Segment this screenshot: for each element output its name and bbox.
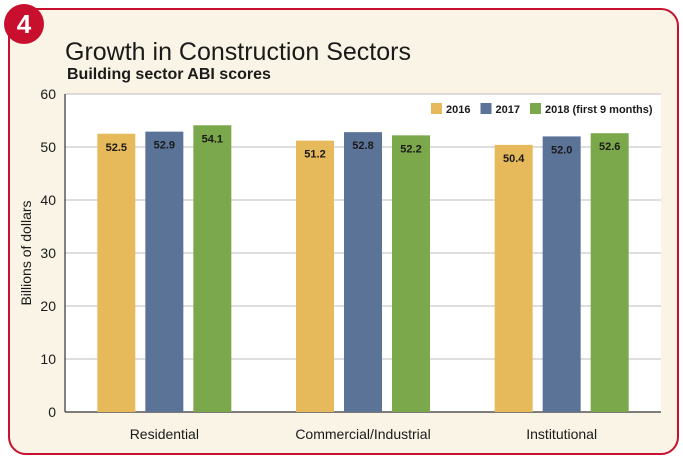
legend-swatch: [480, 103, 492, 114]
bar-data-label: 52.6: [599, 141, 620, 153]
chart-title: Growth in Construction Sectors: [65, 38, 411, 66]
bar-data-label: 51.2: [304, 149, 325, 161]
legend-swatch: [431, 103, 442, 114]
legend-label: 2018 (first 9 months): [545, 104, 653, 116]
bar: [145, 131, 184, 412]
bar: [97, 133, 136, 412]
legend-label: 2017: [495, 104, 519, 116]
y-tick-label: 20: [40, 298, 56, 314]
bar: [193, 125, 232, 413]
y-tick-label: 50: [40, 139, 56, 155]
y-tick-label: 40: [40, 192, 56, 208]
bar-data-label: 52.8: [352, 140, 373, 152]
bar: [542, 136, 581, 412]
figure-number-badge: 4: [4, 4, 44, 44]
legend-label: 2016: [446, 104, 470, 116]
y-tick-label: 60: [40, 86, 56, 102]
y-tick-label: 0: [48, 404, 56, 420]
bar: [494, 144, 533, 412]
chart-subtitle: Building sector ABI scores: [67, 66, 271, 83]
bar: [392, 135, 430, 412]
x-category-label: Institutional: [526, 426, 597, 442]
bar: [296, 140, 334, 412]
bar-data-label: 54.1: [202, 133, 223, 145]
y-tick-label: 30: [40, 245, 56, 261]
y-axis-title: Billions of dollars: [18, 200, 34, 305]
bar-data-label: 50.4: [503, 153, 525, 165]
x-category-label: Commercial/Industrial: [295, 426, 430, 442]
bar: [590, 133, 629, 412]
bar-data-label: 52.2: [400, 143, 421, 155]
y-tick-label: 10: [40, 351, 56, 367]
bar: [344, 132, 382, 412]
bar-data-label: 52.0: [551, 144, 572, 156]
bar-data-label: 52.9: [154, 140, 175, 152]
legend-swatch: [529, 103, 541, 114]
x-category-label: Residential: [130, 426, 199, 442]
bar-data-label: 52.5: [106, 142, 127, 154]
